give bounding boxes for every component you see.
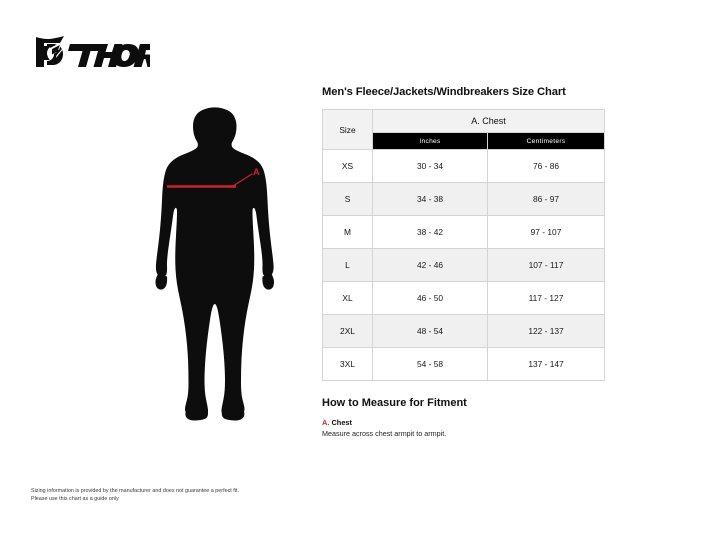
cell-centimeters: 122 - 137 [486,314,606,349]
how-to-measure-title: How to Measure for Fitment [322,397,467,410]
measure-key-letter: A. [322,418,330,428]
disclaimer-line-2: Please use this chart as a guide only [31,496,119,503]
table-row: 3XL 54 - 58 137 - 147 [322,347,606,382]
cell-centimeters: 107 - 117 [486,248,606,283]
header-chest-group: A. Chest [371,109,606,133]
measure-label-text: Chest [331,418,353,428]
header-size: Size [322,109,373,151]
how-to-measure-section: How to Measure for Fitment A. Chest Meas… [322,397,606,439]
table-row: XS 30 - 34 76 - 86 [322,149,606,184]
cell-centimeters: 117 - 127 [486,281,606,316]
cell-centimeters: 86 - 97 [486,182,606,217]
cell-size: S [322,182,373,217]
table-row: L 42 - 46 107 - 117 [322,248,606,283]
table-header: Size A. Chest Inches Centimeters [322,109,606,151]
size-chart-content: Men's Fleece/Jackets/Windbreakers Size C… [322,86,606,441]
thor-wordmark [68,44,150,67]
measure-description-chest: Measure across chest armpit to armpit. [322,429,447,439]
body-silhouette-svg: A [155,107,274,421]
cell-inches: 46 - 50 [372,281,488,316]
cell-inches: 54 - 58 [372,347,488,382]
cell-size: L [322,248,373,283]
cell-size: XS [322,149,373,184]
table-body: XS 30 - 34 76 - 86 S 34 - 38 86 - 97 M 3… [322,149,606,382]
cell-centimeters: 137 - 147 [486,347,606,382]
disclaimer-text: Sizing information is provided by the ma… [31,487,331,504]
table-row: 2XL 48 - 54 122 - 137 [322,314,606,349]
cell-size: M [322,215,373,250]
cell-size: 3XL [322,347,373,382]
male-body-silhouette-icon [155,107,274,421]
measure-item-chest: A. Chest Measure across chest armpit to … [322,418,606,439]
thor-brand-logo [30,31,150,73]
cell-size: XL [322,281,373,316]
cell-size: 2XL [322,314,373,349]
table-row: S 34 - 38 86 - 97 [322,182,606,217]
cell-inches: 30 - 34 [372,149,488,184]
cell-inches: 34 - 38 [372,182,488,217]
table-row: M 38 - 42 97 - 107 [322,215,606,250]
header-unit-inches: Inches [372,131,488,151]
chest-measure-annotation: A [167,167,260,188]
chest-leader-line [232,173,253,187]
header-row-units: Inches Centimeters [323,131,606,151]
size-chart-table: Size A. Chest Inches Centimeters XS 30 -… [322,109,606,382]
chest-annotation-label: A [253,167,260,178]
thor-viking-helmet-icon [36,36,64,67]
cell-centimeters: 97 - 107 [486,215,606,250]
measure-label-chest: A. Chest [322,418,606,427]
cell-inches: 48 - 54 [372,314,488,349]
disclaimer-line-1: Sizing information is provided by the ma… [31,488,239,494]
thor-logo-svg [36,36,150,67]
header-unit-centimeters: Centimeters [486,131,606,151]
header-row-group: Size A. Chest [322,109,606,151]
table-row: XL 46 - 50 117 - 127 [322,281,606,316]
cell-centimeters: 76 - 86 [486,149,606,184]
page-title: Men's Fleece/Jackets/Windbreakers Size C… [322,86,566,98]
cell-inches: 42 - 46 [372,248,488,283]
cell-inches: 38 - 42 [372,215,488,250]
body-figure-panel: A [140,96,290,436]
